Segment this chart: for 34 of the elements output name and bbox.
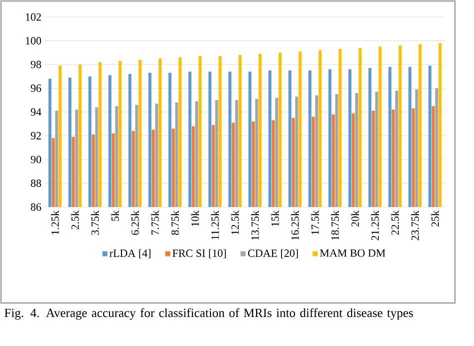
y-tick-label: 90: [30, 156, 42, 164]
x-tick-label: 11.25k: [211, 210, 219, 240]
x-tick-label: 21.25k: [371, 210, 379, 240]
x-tick-label: 3.75k: [91, 210, 99, 235]
x-tick-label: 6.25k: [131, 210, 139, 235]
x-tick-label: 22.5k: [391, 210, 399, 235]
y-tick-label: 96: [30, 84, 42, 92]
legend-label: MAM BO DM: [320, 249, 386, 257]
y-tick-label: 92: [30, 132, 41, 140]
legend-label: FRC SI [10]: [172, 249, 226, 258]
x-tick-label: 2.5k: [71, 210, 79, 230]
y-tick-label: 100: [26, 37, 42, 44]
caption: Fig. 4. Average accuracy for classification of MRIs into different disease types: [4, 308, 413, 320]
y-tick-label: 88: [30, 180, 42, 187]
x-tick-label: 18.75k: [331, 210, 339, 240]
x-tick-label: 13.75k: [251, 210, 259, 240]
x-tick-label: 1.25k: [51, 210, 59, 234]
x-tick-label: 5k: [111, 210, 119, 221]
y-tick-label: 86: [30, 203, 42, 211]
x-tick-label: 10k: [191, 210, 199, 226]
x-tick-label: 16.25k: [291, 210, 299, 240]
legend-label: rLDA [4]: [110, 249, 150, 258]
y-tick-label: 102: [26, 13, 41, 21]
x-tick-label: 7.75k: [151, 210, 159, 235]
x-tick-label: 15k: [271, 210, 279, 226]
x-tick-label: 25k: [431, 210, 439, 227]
legend-label: CDAE [20]: [248, 249, 298, 258]
y-tick-label: 94: [30, 108, 42, 116]
x-tick-label: 12.5k: [231, 210, 239, 234]
x-tick-label: 8.75k: [171, 210, 179, 235]
x-tick-label: 17.5k: [311, 210, 319, 234]
x-tick-label: 23.75k: [411, 210, 419, 240]
y-tick-label: 98: [30, 60, 42, 68]
x-tick-label: 20k: [351, 210, 359, 227]
